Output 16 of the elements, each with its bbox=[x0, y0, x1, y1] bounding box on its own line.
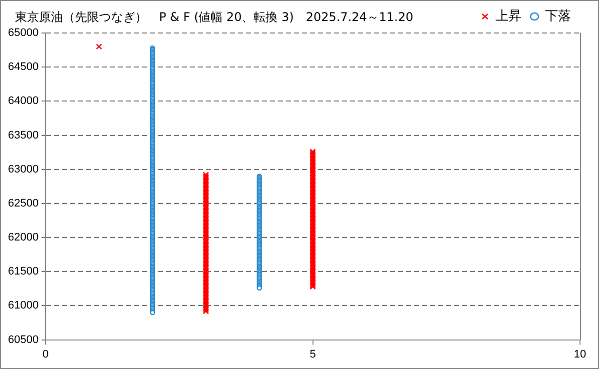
y-tick-label: 64500 bbox=[8, 61, 39, 74]
y-tick-label: 63000 bbox=[8, 163, 39, 176]
chart-title: 東京原油（先限つなぎ） P & F (値幅 20、転換 3) 2025.7.24～11.20 bbox=[15, 9, 414, 26]
x-tick-label: 0 bbox=[42, 348, 49, 360]
y-tick-label: 62000 bbox=[8, 232, 39, 244]
y-tick-label: 61500 bbox=[8, 266, 39, 278]
y-tick-label: 61000 bbox=[8, 300, 39, 312]
legend-label: 上昇 bbox=[496, 8, 522, 24]
x-tick-label: 5 bbox=[310, 348, 316, 360]
x-tick-label: 10 bbox=[574, 348, 586, 360]
y-tick-label: 60500 bbox=[8, 334, 39, 346]
y-tick-label: 62500 bbox=[8, 197, 39, 210]
y-tick-label: 64000 bbox=[8, 95, 39, 108]
y-tick-label: 63500 bbox=[8, 129, 39, 142]
y-tick-label: 65000 bbox=[8, 27, 39, 40]
legend-label: 下落 bbox=[545, 8, 571, 24]
